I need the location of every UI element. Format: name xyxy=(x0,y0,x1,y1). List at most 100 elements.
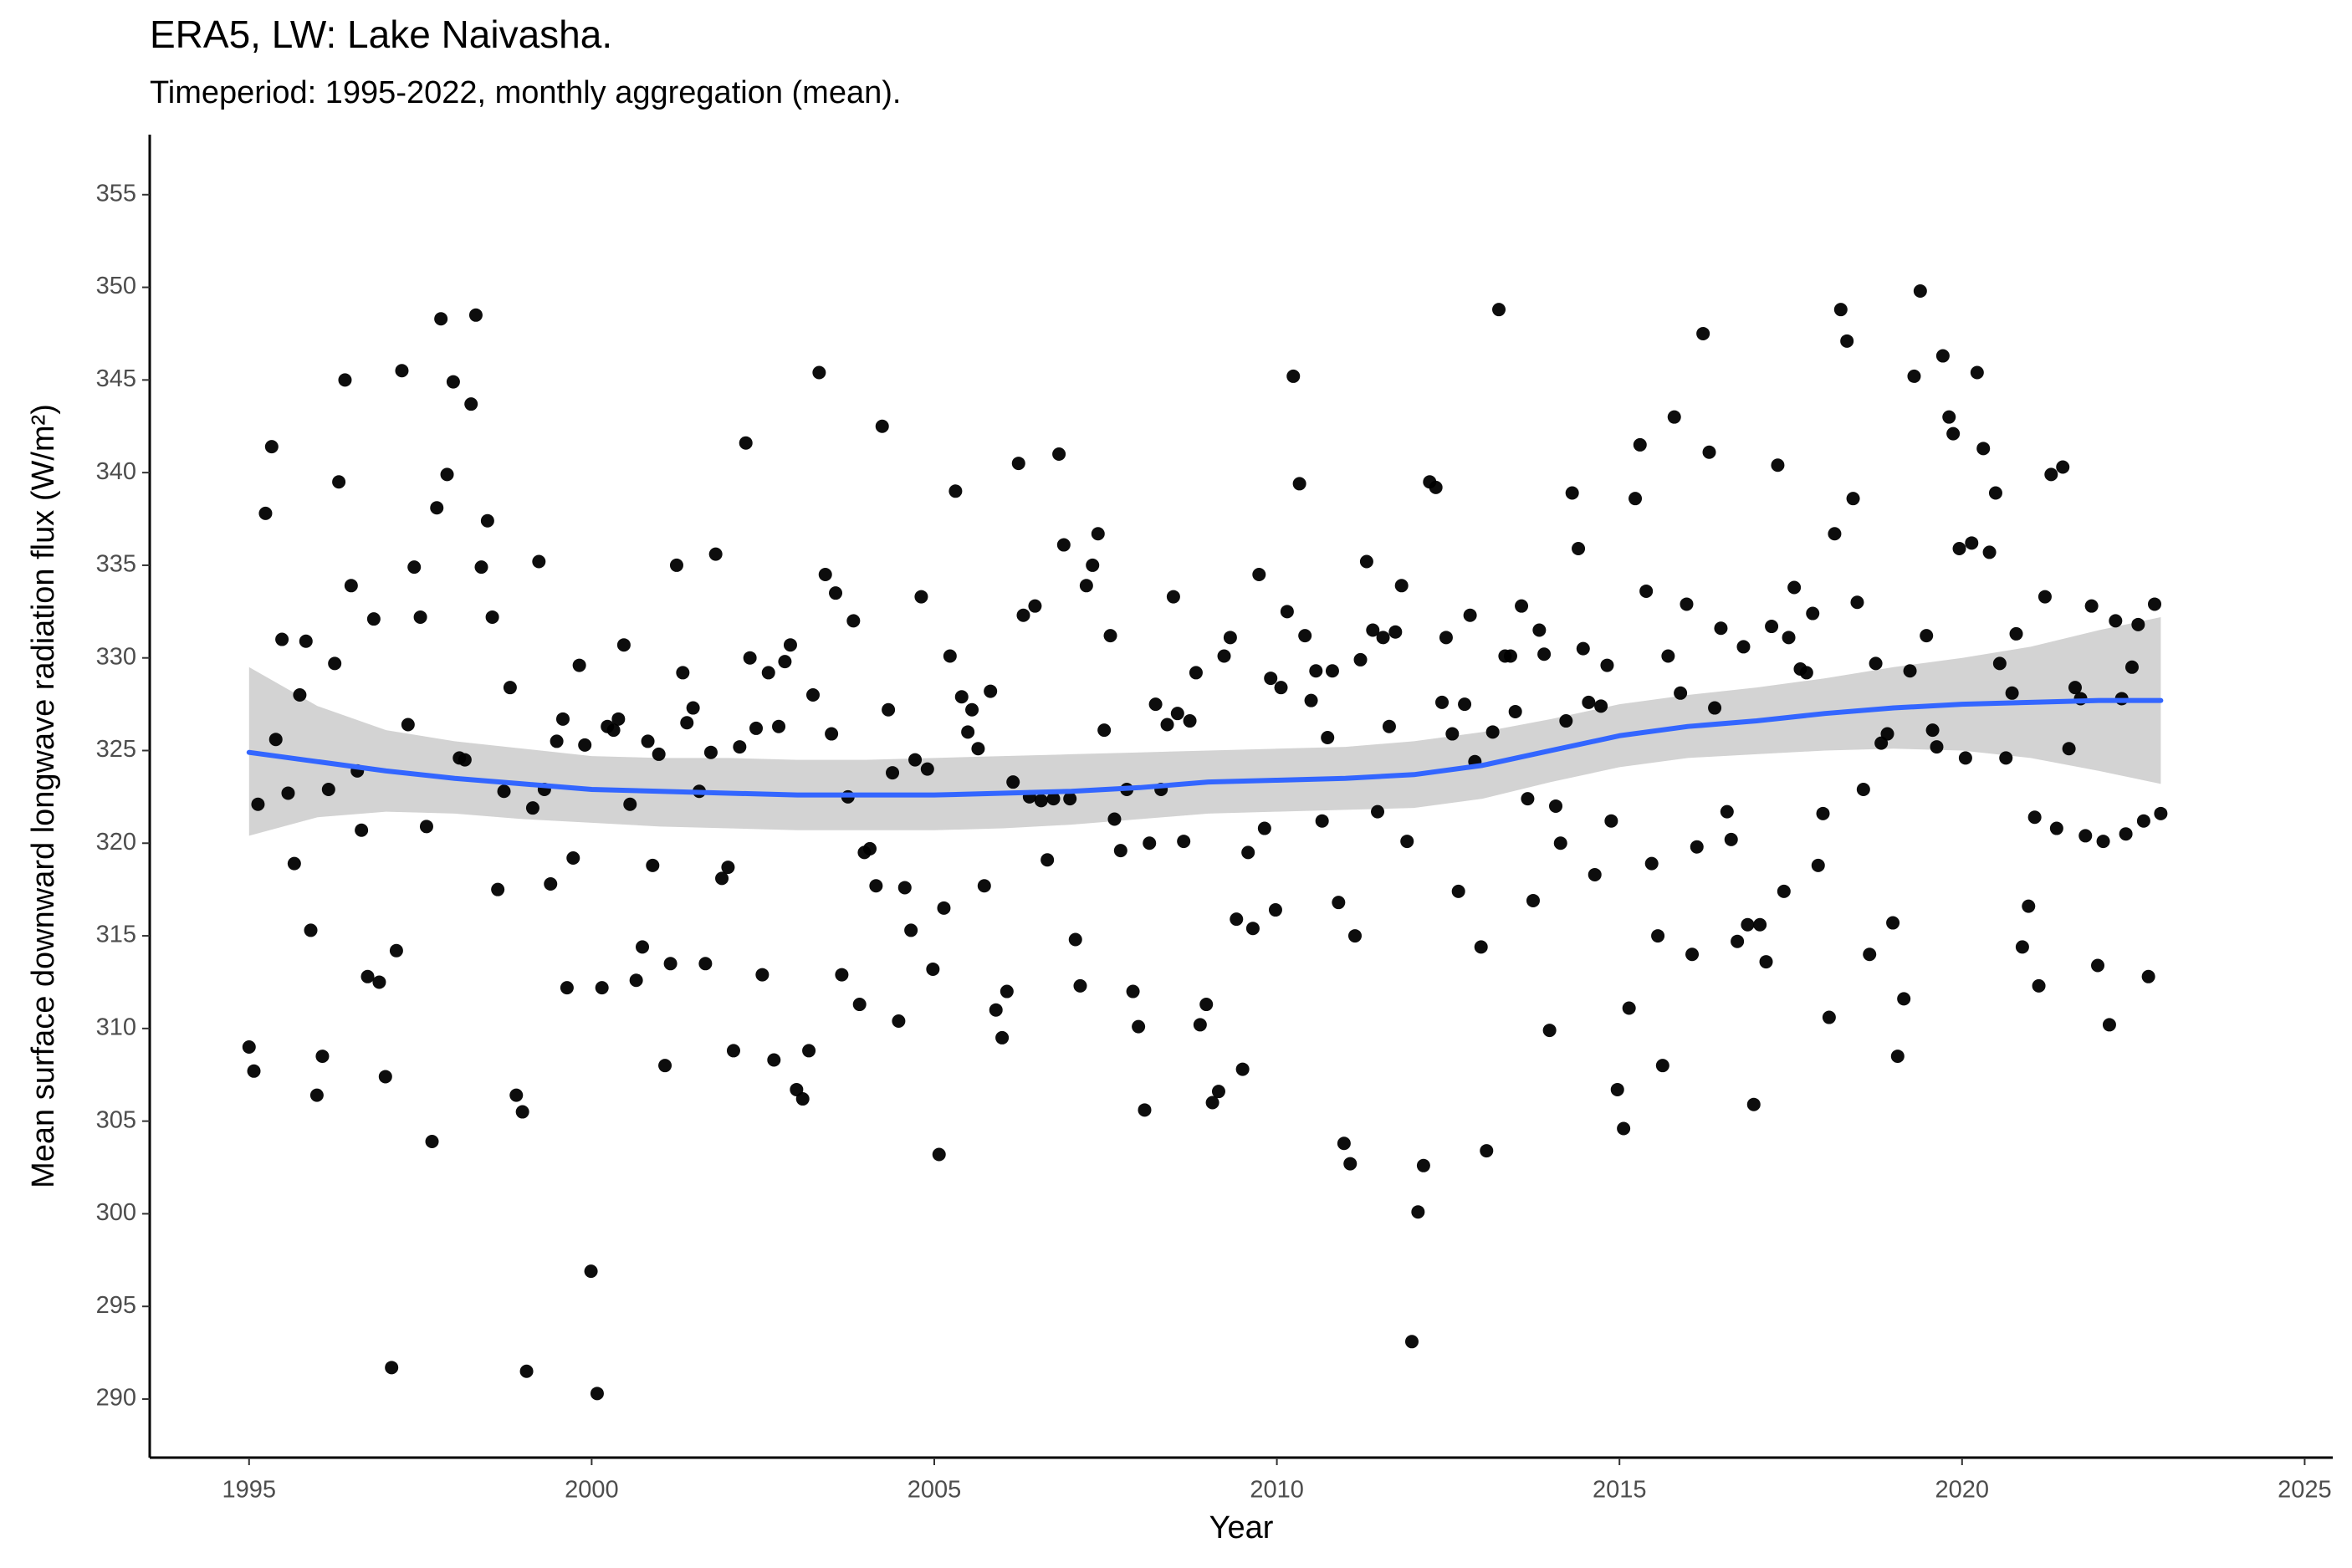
data-point xyxy=(749,721,763,735)
data-point xyxy=(1982,545,1997,559)
data-point xyxy=(641,734,655,748)
data-point xyxy=(812,365,826,380)
data-point xyxy=(1046,792,1061,806)
data-point xyxy=(1223,631,1237,645)
data-point xyxy=(525,801,539,815)
y-tick-label: 315 xyxy=(96,922,136,948)
data-point xyxy=(882,702,896,717)
data-point xyxy=(783,638,797,652)
data-point xyxy=(715,871,729,886)
data-point xyxy=(385,1361,399,1375)
confidence-band xyxy=(248,616,2161,836)
data-point xyxy=(1559,714,1573,728)
data-point xyxy=(287,856,301,871)
data-point xyxy=(251,797,265,811)
data-point xyxy=(1952,541,1966,555)
data-point xyxy=(932,1147,946,1162)
data-point xyxy=(2102,1018,2116,1032)
data-point xyxy=(1068,932,1082,947)
y-axis-title: Mean surface downward longwave radiation… xyxy=(26,404,61,1188)
data-point xyxy=(1685,947,1700,962)
data-point xyxy=(1724,832,1738,846)
data-point xyxy=(1034,794,1048,808)
data-point xyxy=(2091,958,2105,973)
data-point xyxy=(1897,992,1911,1006)
data-point xyxy=(1886,916,1900,930)
data-point xyxy=(1394,579,1409,593)
data-point xyxy=(1492,303,1506,317)
data-point xyxy=(897,881,912,895)
data-point xyxy=(825,727,839,741)
data-point xyxy=(778,655,792,669)
data-point xyxy=(1869,656,1883,671)
data-point xyxy=(1183,714,1197,728)
data-point xyxy=(1315,814,1329,828)
data-point xyxy=(1325,664,1339,678)
data-point xyxy=(446,375,460,389)
data-point xyxy=(1600,658,1614,672)
data-point xyxy=(1264,672,1278,686)
data-point xyxy=(1806,606,1820,621)
data-point xyxy=(366,612,381,626)
data-point xyxy=(1532,623,1547,637)
data-point xyxy=(1925,723,1940,738)
data-point xyxy=(1382,719,1396,733)
data-point xyxy=(485,610,499,624)
data-point xyxy=(904,923,918,937)
data-point xyxy=(1708,701,1722,715)
data-point xyxy=(1485,725,1500,739)
x-tick-label: 2020 xyxy=(1935,1477,1990,1504)
data-point xyxy=(755,968,770,982)
data-point xyxy=(1091,527,1105,541)
data-point xyxy=(1736,640,1751,654)
data-point xyxy=(1376,631,1390,645)
data-point xyxy=(989,1003,1003,1017)
data-point xyxy=(908,753,923,767)
y-tick-label: 320 xyxy=(96,829,136,856)
data-point xyxy=(1445,727,1460,741)
data-point xyxy=(869,879,883,893)
data-point xyxy=(948,484,963,498)
data-point xyxy=(1965,536,1979,550)
data-point xyxy=(1166,590,1180,604)
data-point xyxy=(1230,912,1244,927)
data-point xyxy=(1880,727,1894,741)
data-point xyxy=(515,1105,529,1119)
data-point xyxy=(395,364,409,378)
data-point xyxy=(1992,656,2007,671)
data-point xyxy=(2148,597,2162,611)
data-point xyxy=(1366,623,1380,637)
data-point xyxy=(544,877,558,891)
data-point xyxy=(686,701,700,715)
data-point xyxy=(1337,1136,1351,1151)
data-point xyxy=(268,733,283,747)
data-point xyxy=(2009,626,2023,641)
data-point xyxy=(590,1387,604,1401)
data-point xyxy=(1463,608,1477,622)
data-point xyxy=(480,513,494,528)
data-point xyxy=(1211,1085,1225,1099)
data-point xyxy=(802,1044,816,1058)
data-point xyxy=(1073,978,1087,993)
data-point xyxy=(721,861,735,875)
data-point xyxy=(1388,625,1403,639)
data-point xyxy=(584,1264,598,1279)
data-point xyxy=(1777,884,1791,898)
data-point xyxy=(1280,605,1294,619)
data-point xyxy=(2154,806,2168,820)
data-point xyxy=(1177,835,1191,849)
data-point xyxy=(1347,929,1362,943)
data-point xyxy=(971,742,985,756)
data-point xyxy=(1970,365,1984,380)
data-point xyxy=(862,841,877,856)
data-point xyxy=(1811,858,1825,872)
data-point xyxy=(852,998,867,1012)
data-point xyxy=(566,851,580,866)
data-point xyxy=(1429,480,1443,494)
data-point xyxy=(1576,641,1590,656)
data-point xyxy=(1741,917,1755,932)
data-point xyxy=(572,658,586,672)
data-point xyxy=(1976,442,1991,456)
data-point xyxy=(595,981,609,995)
data-point xyxy=(1913,284,1927,299)
